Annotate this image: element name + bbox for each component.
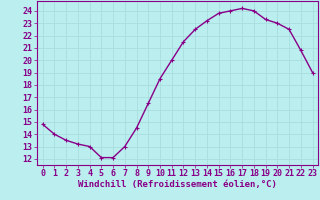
X-axis label: Windchill (Refroidissement éolien,°C): Windchill (Refroidissement éolien,°C) (78, 180, 277, 189)
